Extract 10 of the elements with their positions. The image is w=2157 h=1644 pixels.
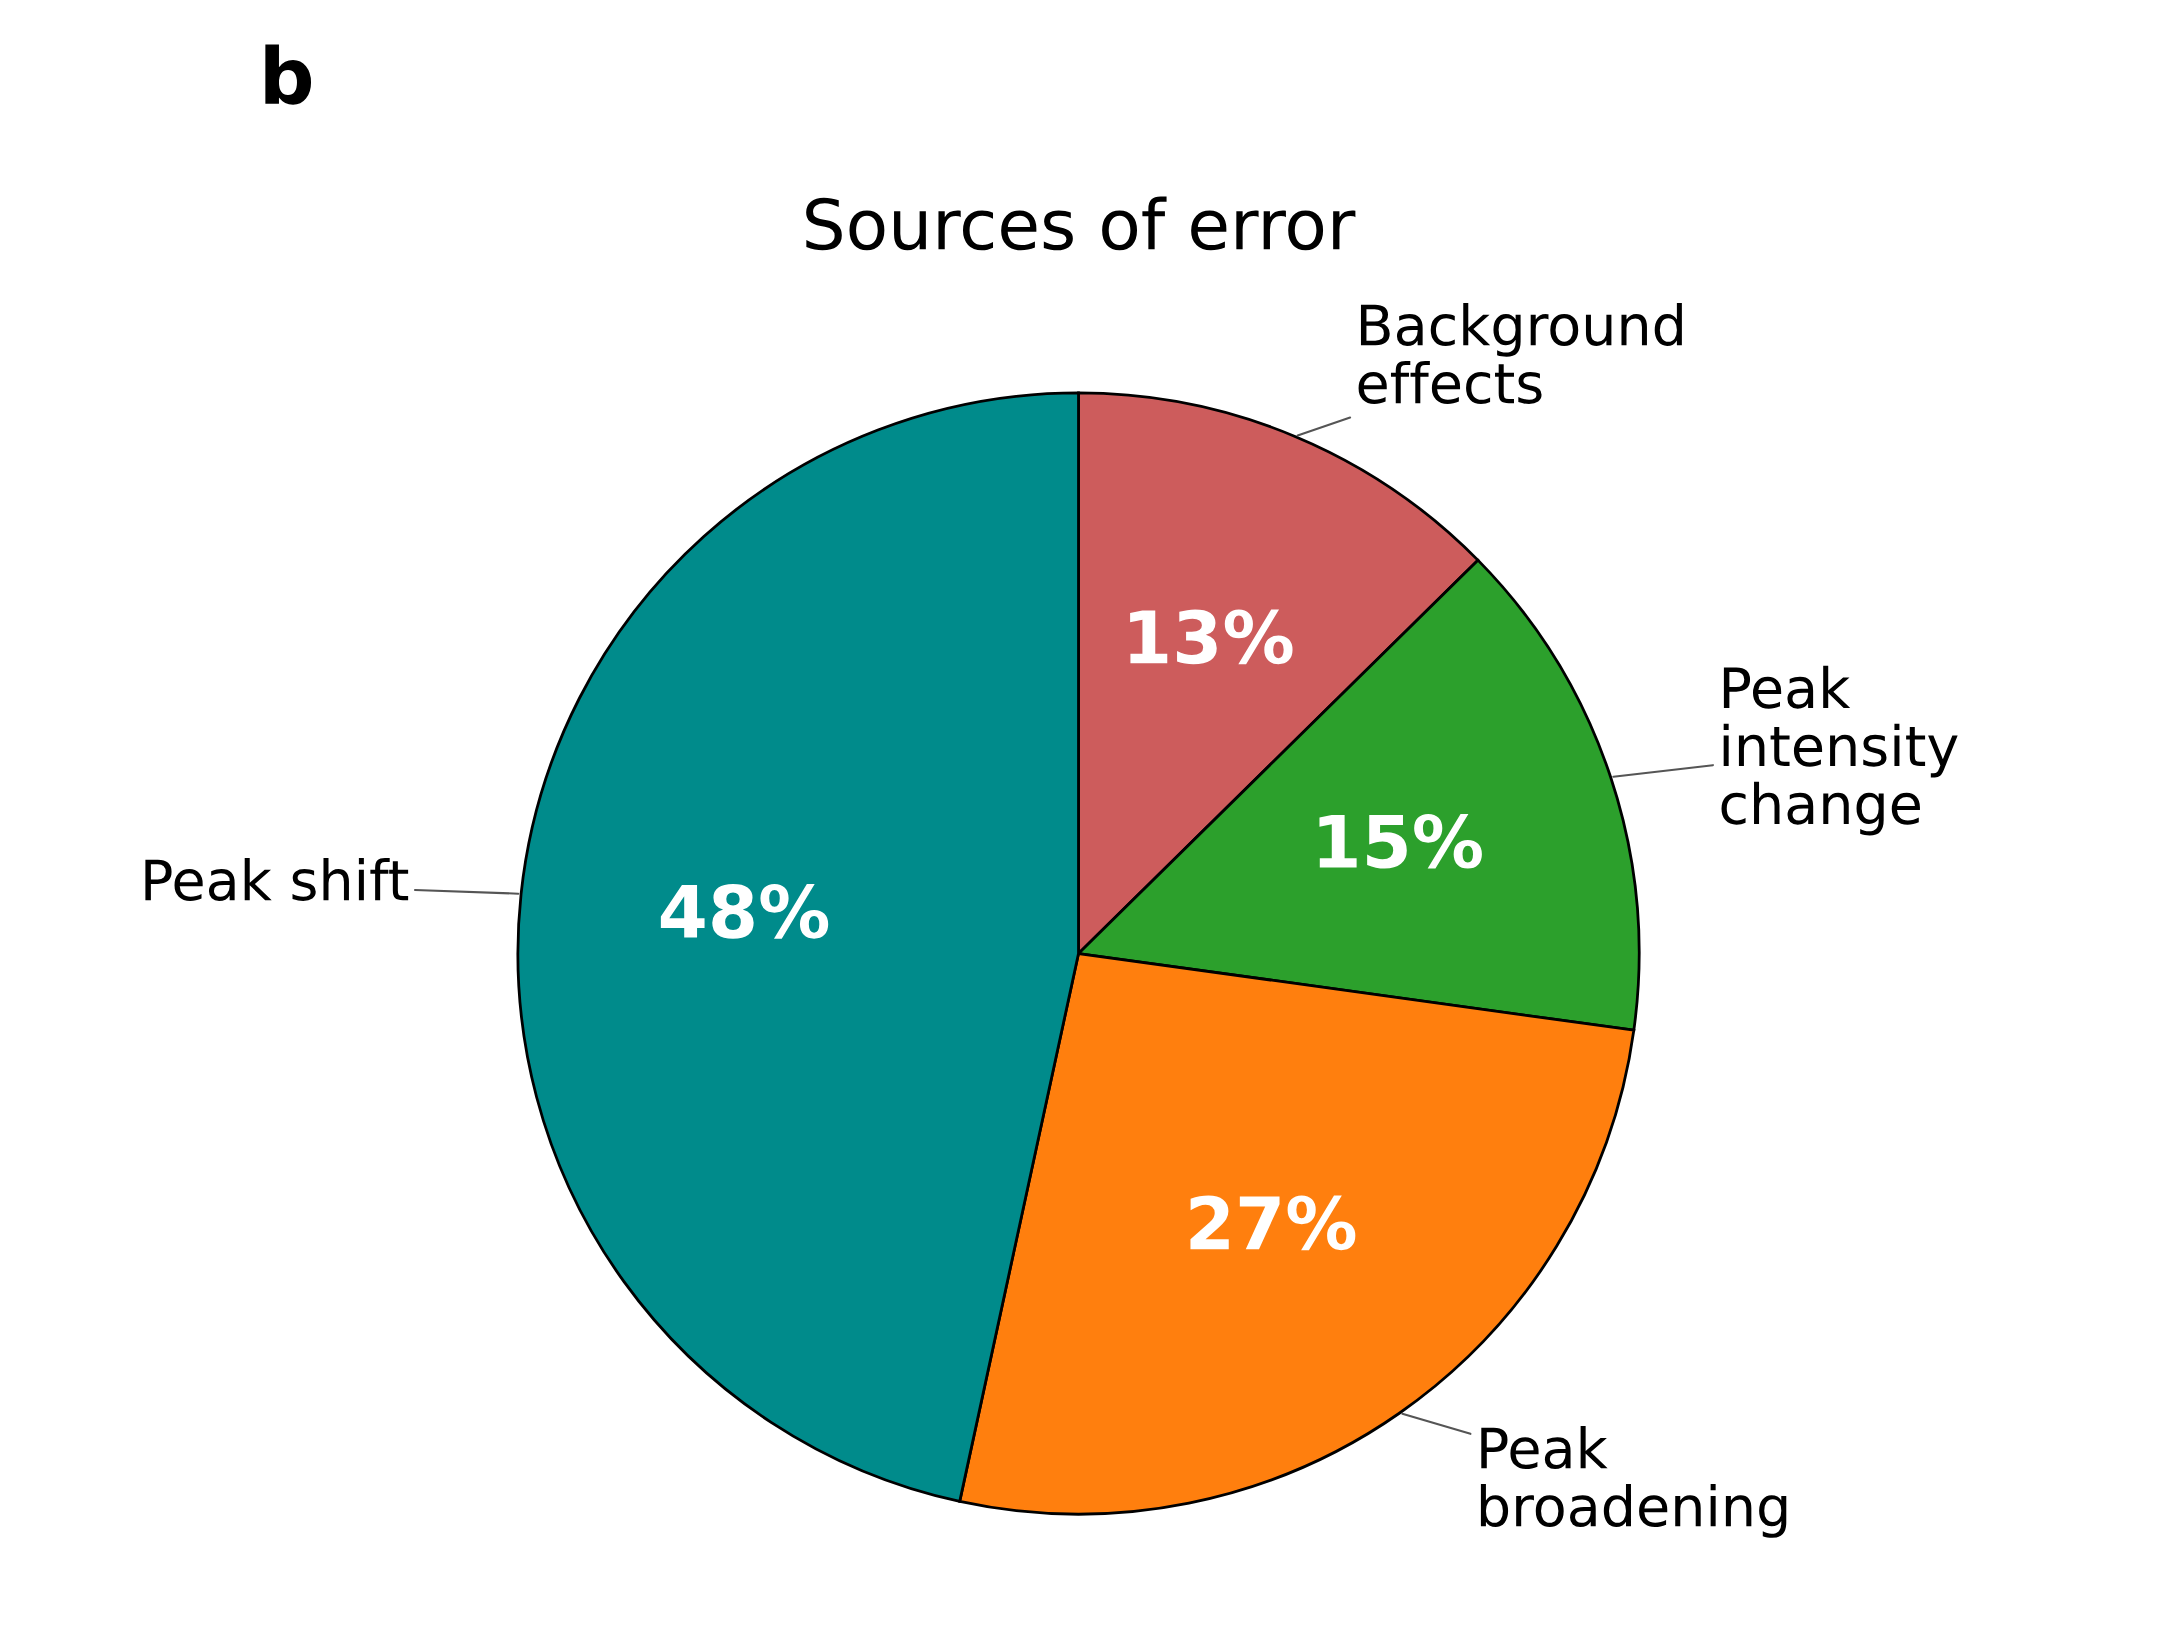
slice-label: Background effects (1358, 302, 1682, 404)
data-label: 27% (1190, 1195, 1356, 1251)
data-label: 48% (660, 884, 829, 939)
slice-label: Peak intensity change (1721, 665, 1958, 836)
text: b (265, 44, 312, 105)
data-label: 15% (1319, 813, 1482, 869)
data-label: 13% (1130, 609, 1293, 665)
chart-title: Sources of error (806, 196, 1356, 251)
slice-label: Peak shift (145, 857, 409, 901)
slice-label: Peak broadening (1480, 1426, 1787, 1538)
